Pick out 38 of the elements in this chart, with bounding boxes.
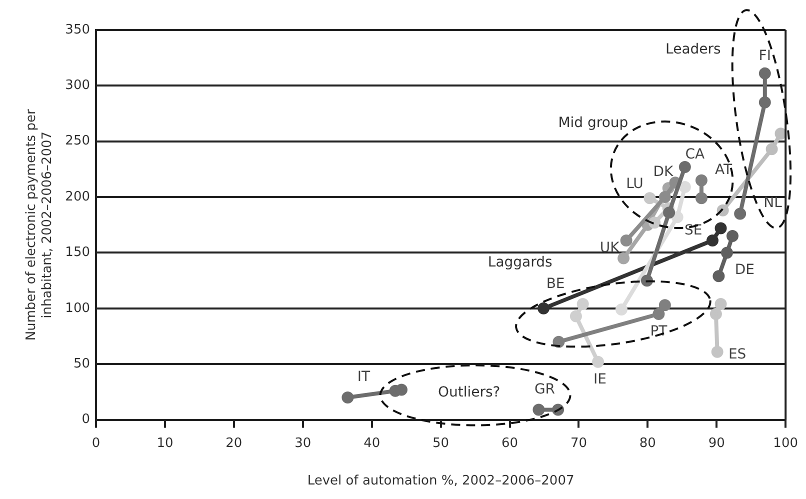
- y-tick-label: 0: [82, 412, 90, 428]
- x-tick-label: 90: [708, 436, 725, 451]
- series-label: DE: [734, 262, 755, 278]
- annotation: Laggards: [488, 254, 552, 270]
- y-tick-label: 250: [65, 134, 90, 149]
- x-tick-label: 40: [364, 436, 380, 451]
- series-label: BE: [546, 276, 565, 292]
- series-label: GR: [534, 381, 556, 398]
- y-tick-label: 150: [65, 245, 90, 260]
- x-tick-label: 20: [226, 436, 242, 451]
- series-label: CA: [685, 146, 706, 163]
- series-label: IE: [594, 372, 607, 388]
- annotation: Mid group: [558, 115, 628, 132]
- y-tick-label: 100: [65, 300, 90, 316]
- series-label: SE: [684, 222, 702, 239]
- y-tick-label: 50: [73, 356, 90, 372]
- y-tick-label: 350: [65, 22, 90, 38]
- x-axis-title: Level of automation %, 2002–2006–2007: [307, 474, 574, 489]
- x-tick-label: 10: [156, 436, 174, 451]
- annotation: Leaders: [666, 42, 721, 58]
- x-tick-label: 30: [294, 436, 312, 451]
- x-tick-label: 100: [773, 436, 798, 451]
- series-label: LU: [626, 176, 644, 192]
- series-label: FI: [758, 48, 771, 64]
- x-tick-label: 50: [432, 436, 450, 451]
- x-tick-label: 80: [639, 436, 656, 451]
- y-tick-label: 200: [65, 189, 90, 204]
- series-label: IT: [357, 369, 370, 386]
- y-axis-title: Number of electronic payments per inhabitant, 2002–2006–2007: [24, 108, 55, 341]
- series-label: PT: [650, 324, 668, 340]
- x-tick-label: 70: [570, 436, 587, 451]
- y-tick-label: 300: [65, 78, 90, 94]
- series-label: DK: [653, 164, 674, 180]
- annotation: Outliers?: [438, 384, 500, 401]
- x-tick-label: 0: [92, 436, 100, 451]
- series-label: ES: [728, 346, 746, 363]
- series-label: NL: [764, 195, 782, 212]
- x-tick-label: 60: [501, 436, 518, 451]
